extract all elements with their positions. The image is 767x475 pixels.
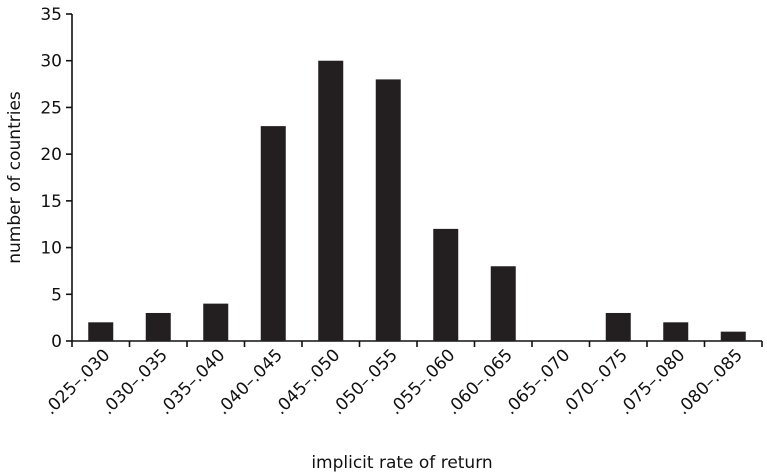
bar	[318, 60, 344, 341]
y-tick-label: 15	[40, 192, 62, 212]
x-axis: .025–.030.030–.035.035–.040.040–.045.045…	[41, 340, 763, 419]
y-tick-label: 30	[40, 52, 62, 72]
bar	[375, 79, 401, 342]
x-axis-title: implicit rate of return	[311, 453, 492, 473]
y-tick-label: 35	[40, 5, 62, 25]
y-tick-label: 5	[51, 285, 62, 305]
bar	[260, 126, 286, 341]
bar	[433, 228, 459, 341]
y-tick-label: 0	[51, 332, 62, 352]
bar	[145, 312, 171, 341]
y-axis: 0 5 10 15 20 25 30 35	[40, 5, 73, 352]
bar	[605, 312, 631, 341]
bar	[203, 303, 229, 341]
bar	[663, 322, 689, 341]
y-tick-label: 25	[40, 98, 62, 118]
bar	[88, 322, 114, 341]
bars	[88, 60, 746, 342]
y-tick-label: 10	[40, 239, 62, 259]
bar	[720, 331, 746, 341]
bar	[490, 266, 516, 341]
y-tick-label: 20	[40, 145, 62, 165]
y-axis-title: number of countries	[5, 91, 25, 264]
